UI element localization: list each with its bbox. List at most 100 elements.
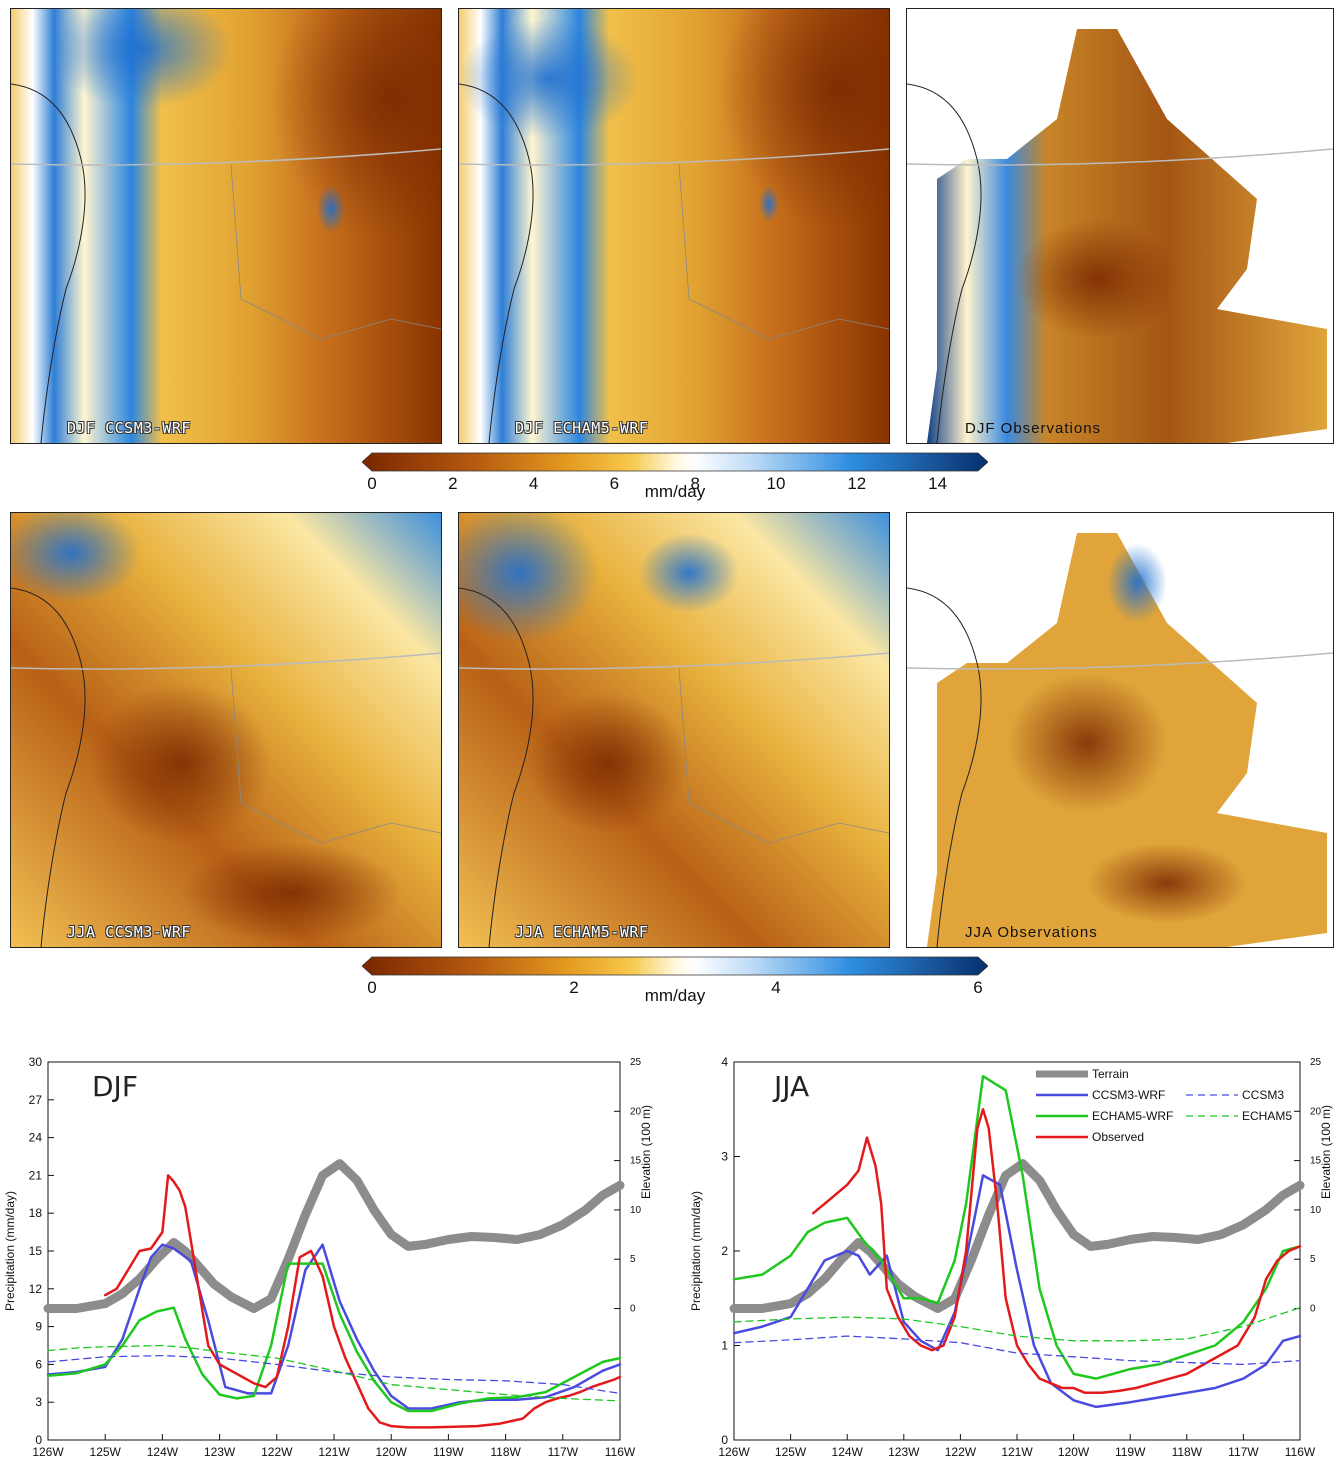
map-jja-echam5-wrf: JJA ECHAM5-WRF: [458, 512, 890, 948]
x-tick-label: 116W: [1285, 1445, 1316, 1459]
x-tick-label: 118W: [1172, 1445, 1203, 1459]
x-tick-label: 122W: [945, 1445, 977, 1459]
precip-field: [11, 9, 441, 443]
colorbar-tick-label: 12: [847, 474, 867, 493]
y-axis-label: Precipitation (mm/day): [3, 1191, 17, 1311]
plot-frame: [47, 1061, 621, 1441]
x-tick-label: 126W: [718, 1445, 750, 1459]
y-tick-label: 3: [721, 1150, 728, 1164]
y2-tick-label: 10: [1310, 1205, 1322, 1216]
precip-field: [459, 9, 889, 443]
y-tick-label: 4: [721, 1055, 728, 1069]
series-line-echam5-wrf: [46, 1262, 622, 1413]
y2-tick-label: 5: [1310, 1254, 1316, 1265]
series-line-ccsm3: [733, 1335, 1301, 1366]
y2-axis-label: Elevation (100 m): [639, 1105, 653, 1199]
y2-tick-label: 20: [630, 1106, 642, 1117]
y2-axis-label: Elevation (100 m): [1319, 1105, 1333, 1199]
y2-tick-label: 10: [630, 1205, 642, 1216]
series-line-ccsm3-wrf: [46, 1243, 622, 1410]
y2-tick-label: 15: [1310, 1156, 1322, 1167]
legend-label: CCSM3: [1242, 1088, 1284, 1102]
map-label: DJF CCSM3-WRF: [67, 419, 191, 437]
plot-frame: [733, 1061, 1301, 1441]
x-tick-label: 122W: [261, 1445, 293, 1459]
line-chart-djf: 0 3 6 9 12 15 18 21 24 27 30 0 5 10 15 20 25 126W 125W 124W…: [0, 1050, 670, 1462]
y2-tick-label: 0: [1310, 1304, 1316, 1315]
y-tick-label: 0: [721, 1433, 728, 1447]
colorbar-tick-label: 4: [528, 474, 539, 493]
map-label: DJF Observations: [965, 420, 1102, 437]
series-line-terrain: [729, 1159, 1305, 1313]
y-tick-label: 21: [29, 1168, 43, 1182]
series-line-observed: [811, 1108, 1302, 1395]
legend-label: ECHAM5-WRF: [1092, 1109, 1173, 1123]
y-tick-label: 18: [29, 1206, 43, 1220]
x-tick-label: 117W: [1228, 1445, 1259, 1459]
y-tick-label: 0: [35, 1433, 42, 1447]
legend-label: ECHAM5: [1242, 1109, 1292, 1123]
y-tick-label: 24: [29, 1131, 43, 1145]
y-tick-label: 6: [35, 1357, 42, 1371]
x-tick-label: 118W: [490, 1445, 521, 1459]
map-label: JJA ECHAM5-WRF: [515, 923, 649, 941]
colorbar-ramp: [361, 956, 989, 976]
x-tick-label: 119W: [1115, 1445, 1146, 1459]
y2-tick-label: 25: [1310, 1057, 1322, 1068]
y-tick-label: 9: [35, 1320, 42, 1334]
x-tick-label: 119W: [433, 1445, 464, 1459]
colorbar-jja: 0 2 4 6 mm/day: [361, 956, 989, 1016]
line-chart-jja: 0 1 2 3 4 0 5 10 15 20 25 126W 125W 124W 123W 122W 121W 1…: [680, 1050, 1340, 1462]
y-tick-label: 12: [29, 1282, 43, 1296]
colorbar-unit: mm/day: [644, 986, 706, 1005]
series-line-echam5-wrf: [732, 1074, 1302, 1380]
x-tick-label: 124W: [832, 1445, 864, 1459]
chart-svg: 0 1 2 3 4 0 5 10 15 20 25 126W 125W 124W 123W 122W 121W 1…: [689, 1055, 1333, 1459]
y2-tick-label: 0: [630, 1304, 636, 1315]
colorbar-tick-label: 0: [367, 978, 377, 997]
x-tick-label: 120W: [1058, 1445, 1090, 1459]
x-tick-label: 116W: [605, 1445, 636, 1459]
y2-tick-label: 25: [630, 1057, 642, 1068]
y-tick-label: 3: [35, 1395, 42, 1409]
y2-tick-label: 15: [630, 1156, 642, 1167]
colorbar-unit: mm/day: [644, 482, 706, 501]
colorbar-tick-label: 6: [609, 474, 620, 493]
x-tick-label: 121W: [1001, 1445, 1033, 1459]
x-tick-label: 117W: [548, 1445, 579, 1459]
legend-label: Observed: [1092, 1130, 1144, 1144]
x-tick-label: 121W: [318, 1445, 350, 1459]
series-line-ccsm3: [47, 1354, 621, 1395]
chart-svg: 0 3 6 9 12 15 18 21 24 27 30 0 5 10 15 20 25 126W 125W 124W…: [3, 1055, 653, 1459]
map-jja-observations: JJA Observations: [906, 512, 1334, 948]
series-line-echam5: [47, 1344, 621, 1402]
colorbar-tick-label: 10: [766, 474, 786, 493]
colorbar-djf: 0 2 4 6 8 10 12 14 mm/day: [361, 452, 989, 512]
y-tick-label: 2: [721, 1244, 728, 1258]
map-jja-ccsm3-wrf: JJA CCSM3-WRF: [10, 512, 442, 948]
series-line-observed: [103, 1174, 622, 1429]
legend: Terrain CCSM3-WRF ECHAM5-WRF Observed CCSM3 E…: [1036, 1067, 1292, 1144]
chart-title: DJF: [92, 1070, 138, 1103]
map-djf-observations: DJF Observations: [906, 8, 1334, 444]
precip-field: [907, 29, 1333, 443]
y-axis-label: Precipitation (mm/day): [689, 1191, 703, 1311]
map-djf-echam5-wrf: DJF ECHAM5-WRF: [458, 8, 890, 444]
x-tick-label: 123W: [888, 1445, 920, 1459]
y-tick-label: 1: [721, 1339, 728, 1353]
colorbar-tick-label: 8: [690, 474, 700, 493]
chart-title: JJA: [774, 1070, 810, 1103]
colorbar-tick-label: 4: [771, 978, 781, 997]
colorbar-tick-label: 2: [448, 474, 458, 493]
series-line-terrain: [43, 1159, 625, 1313]
precip-field: [11, 513, 441, 947]
y-tick-label: 30: [29, 1055, 43, 1069]
y2-tick-label: 20: [1310, 1106, 1322, 1117]
colorbar-tick-label: 2: [569, 978, 579, 997]
x-tick-label: 120W: [376, 1445, 408, 1459]
map-label: JJA Observations: [965, 924, 1098, 941]
legend-label: Terrain: [1092, 1067, 1129, 1081]
x-tick-label: 124W: [147, 1445, 179, 1459]
y-tick-label: 15: [29, 1244, 43, 1258]
x-tick-label: 123W: [204, 1445, 236, 1459]
